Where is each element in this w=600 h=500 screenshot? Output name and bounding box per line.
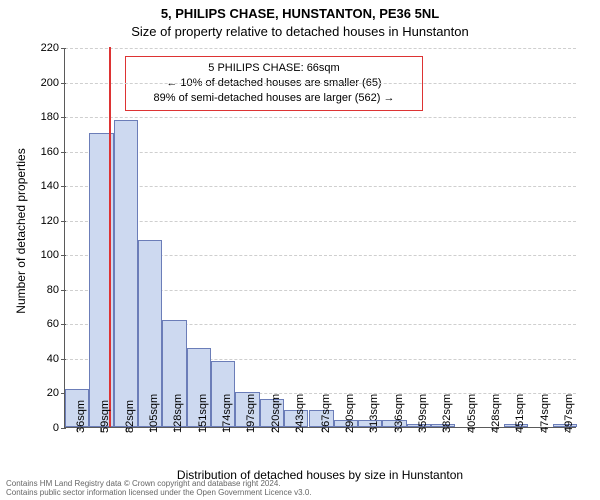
plot-area: 5 PHILIPS CHASE: 66sqm ← 10% of detached… [64,48,576,428]
y-tick-label: 20 [47,387,65,399]
x-tick-label: 174sqm [221,394,233,433]
gridline [65,48,576,49]
y-axis-label: Number of detached properties [14,66,28,231]
y-tick-label: 120 [41,215,65,227]
x-tick-label: 474sqm [539,394,551,433]
title-main: 5, PHILIPS CHASE, HUNSTANTON, PE36 5NL [0,6,600,21]
x-tick-label: 359sqm [417,394,429,433]
footer-attribution: Contains HM Land Registry data © Crown c… [6,479,312,498]
annotation-line1: 5 PHILIPS CHASE: 66sqm [134,61,414,76]
x-tick-label: 336sqm [393,394,405,433]
gridline [65,152,576,153]
x-tick-label: 243sqm [294,394,306,433]
x-tick-label: 428sqm [490,394,502,433]
x-tick-label: 36sqm [75,400,87,433]
gridline [65,83,576,84]
gridline [65,117,576,118]
x-tick-label: 290sqm [344,394,356,433]
x-tick-label: 405sqm [466,394,478,433]
histogram-bar [114,120,138,427]
y-tick-label: 140 [41,180,65,192]
x-tick-label: 105sqm [148,394,160,433]
x-tick-label: 82sqm [124,400,136,433]
x-tick-label: 151sqm [197,394,209,433]
y-tick-label: 40 [47,353,65,365]
x-tick-label: 497sqm [563,394,575,433]
y-tick-label: 100 [41,249,65,261]
x-tick-label: 220sqm [270,394,282,433]
x-tick-label: 313sqm [368,394,380,433]
chart-container: 5, PHILIPS CHASE, HUNSTANTON, PE36 5NL S… [0,0,600,500]
gridline [65,221,576,222]
y-tick-label: 220 [41,42,65,54]
y-tick-label: 200 [41,77,65,89]
annotation-line3: 89% of semi-detached houses are larger (… [134,91,414,106]
y-tick-label: 0 [53,422,65,434]
x-tick-label: 451sqm [514,394,526,433]
y-tick-label: 60 [47,318,65,330]
x-tick-label: 267sqm [320,394,332,433]
x-tick-label: 382sqm [441,394,453,433]
x-tick-label: 197sqm [245,394,257,433]
subject-marker-line [109,47,111,427]
title-sub: Size of property relative to detached ho… [0,24,600,39]
y-tick-label: 180 [41,111,65,123]
y-tick-label: 160 [41,146,65,158]
x-tick-label: 59sqm [99,400,111,433]
gridline [65,186,576,187]
y-tick-label: 80 [47,284,65,296]
x-tick-label: 128sqm [172,394,184,433]
